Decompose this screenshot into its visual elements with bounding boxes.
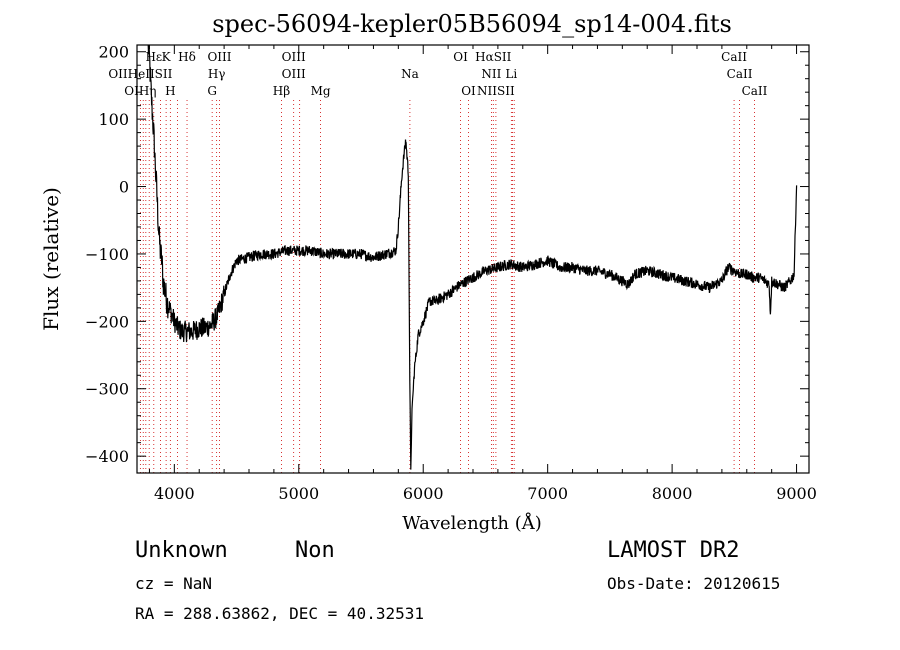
line-label: H xyxy=(165,84,175,98)
line-label: NII xyxy=(481,67,501,81)
line-label: CaII xyxy=(721,50,747,64)
line-label: OIII xyxy=(282,50,306,64)
line-label: OIIHeIISII xyxy=(108,67,172,81)
ra-dec-coordinates: RA = 288.63862, DEC = 40.32531 xyxy=(135,604,424,623)
chart-title: spec-56094-kepler05B56094_sp14-004.fits xyxy=(212,10,732,38)
x-tick-label: 7000 xyxy=(527,484,568,503)
data-release: LAMOST DR2 xyxy=(607,538,740,563)
y-tick-label: 100 xyxy=(98,110,129,129)
y-axis-label: Flux (relative) xyxy=(39,187,63,331)
line-label: OIHη xyxy=(124,84,156,98)
x-tick-label: 5000 xyxy=(278,484,319,503)
line-label: OIII xyxy=(282,67,306,81)
x-tick-label: 6000 xyxy=(403,484,444,503)
x-tick-label: 4000 xyxy=(154,484,195,503)
line-label: CaII xyxy=(727,67,753,81)
y-tick-label: 200 xyxy=(98,43,129,62)
line-label: Hβ xyxy=(273,84,290,98)
spectral-marker-lines xyxy=(139,100,755,473)
line-label: Li xyxy=(505,67,517,81)
line-label: K xyxy=(162,50,172,64)
y-tick-label: −100 xyxy=(85,245,129,264)
line-label: OI xyxy=(453,50,468,64)
object-class: Unknown xyxy=(135,538,228,563)
line-label: OI xyxy=(461,84,476,98)
object-subclass: Non xyxy=(295,538,335,563)
redshift-cz: cz = NaN xyxy=(135,574,213,593)
y-tick-label: 0 xyxy=(119,178,129,197)
y-tick-label: −400 xyxy=(85,447,129,466)
line-label: HαSII xyxy=(475,50,512,64)
line-label: Na xyxy=(401,67,419,81)
line-label: Hδ xyxy=(178,50,196,64)
line-label: OIII xyxy=(207,50,231,64)
line-label: G xyxy=(207,84,217,98)
axis-ticks: 4000 5000 6000 7000 8000 9000 −400 −300 −200 −100… xyxy=(85,43,817,503)
y-tick-label: −300 xyxy=(85,380,129,399)
line-label: Hγ xyxy=(208,67,226,81)
observation-date: Obs-Date: 20120615 xyxy=(607,574,781,593)
y-tick-label: −200 xyxy=(85,312,129,331)
line-label: NIISII xyxy=(477,84,515,98)
spectrum-line xyxy=(147,44,798,470)
line-label: CaII xyxy=(742,84,768,98)
plot-frame xyxy=(136,44,810,474)
x-axis-label: Wavelength (Å) xyxy=(402,512,542,534)
line-label: Mg xyxy=(311,84,331,98)
x-tick-label: 9000 xyxy=(776,484,817,503)
x-tick-label: 8000 xyxy=(652,484,693,503)
